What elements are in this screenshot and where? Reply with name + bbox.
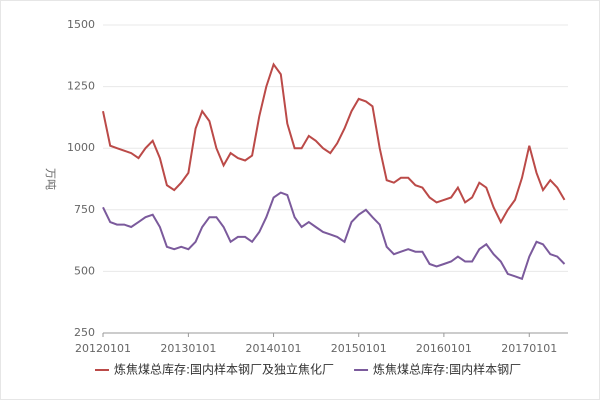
- y-tick-label: 250: [74, 326, 95, 339]
- y-tick-label: 1250: [67, 80, 95, 93]
- y-tick-label: 1000: [67, 141, 95, 154]
- x-tick-label: 20170101: [501, 342, 557, 355]
- y-tick-label: 500: [74, 264, 95, 277]
- series-line: [102, 191, 566, 281]
- legend-label: 炼焦煤总库存:国内样本钢厂: [373, 362, 521, 377]
- x-tick-label: 20160101: [416, 342, 472, 355]
- x-tick-label: 20120101: [75, 342, 131, 355]
- legend: 炼焦煤总库存:国内样本钢厂及独立焦化厂 炼焦煤总库存:国内样本钢厂: [95, 362, 521, 377]
- y-axis-label: 万吨: [44, 168, 57, 190]
- x-tick-label: 20140101: [246, 342, 302, 355]
- x-tick-label: 20130101: [160, 342, 216, 355]
- y-tick-label: 750: [74, 203, 95, 216]
- y-tick-label: 1500: [67, 18, 95, 31]
- x-tick-label: 20150101: [331, 342, 387, 355]
- series-line: [102, 62, 566, 225]
- legend-label: 炼焦煤总库存:国内样本钢厂及独立焦化厂: [114, 362, 334, 377]
